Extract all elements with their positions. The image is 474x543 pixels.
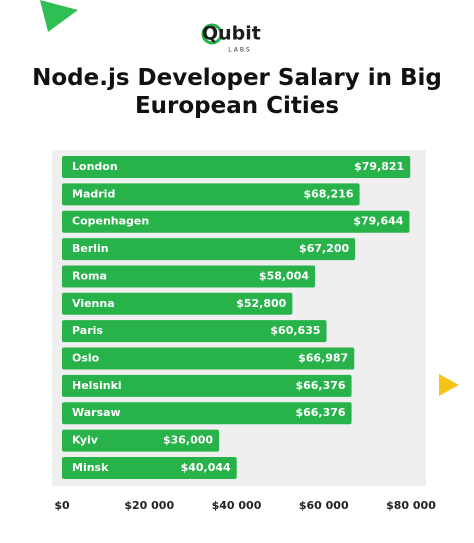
bar [62, 429, 220, 452]
value-label: $58,004 [259, 269, 309, 282]
value-label: $68,216 [303, 187, 353, 200]
x-tick-label: $20 000 [124, 499, 174, 512]
value-label: $36,000 [163, 434, 213, 447]
x-tick-label: $80 000 [386, 499, 436, 512]
category-label: Roma [72, 269, 107, 282]
value-label: $79,821 [354, 160, 404, 173]
category-label: Minsk [72, 461, 109, 474]
category-label: Kyiv [72, 434, 99, 447]
x-tick-label: $60 000 [299, 499, 349, 512]
category-label: Vienna [72, 297, 115, 310]
bar [62, 156, 411, 178]
value-label: $66,376 [295, 406, 345, 419]
category-label: Paris [72, 324, 103, 337]
bar [62, 402, 352, 425]
value-label: $66,376 [295, 379, 345, 392]
category-label: Oslo [72, 352, 100, 365]
bar [62, 320, 327, 343]
category-label: Helsinki [72, 379, 122, 392]
category-label: London [72, 160, 118, 173]
category-label: Madrid [72, 187, 115, 200]
logo-name: Qubit [202, 23, 261, 45]
bar [62, 210, 410, 233]
bar [62, 456, 237, 479]
category-label: Copenhagen [72, 215, 149, 228]
chart-title: Node.js Developer Salary in Big European … [32, 65, 442, 119]
bar [62, 183, 360, 206]
value-label: $52,800 [236, 297, 286, 310]
value-label: $66,987 [298, 352, 348, 365]
decor-triangle [439, 374, 459, 396]
value-label: $40,044 [181, 461, 231, 474]
category-label: Berlin [72, 242, 109, 255]
bar [62, 238, 356, 261]
bar [62, 265, 316, 288]
bar [62, 347, 355, 370]
logo-mark [201, 23, 223, 45]
value-label: $67,200 [299, 242, 349, 255]
x-tick-label: $0 [54, 499, 70, 512]
x-tick-label: $40 000 [212, 499, 262, 512]
value-label: $79,644 [353, 215, 403, 228]
value-label: $60,635 [270, 324, 320, 337]
decor-triangle [40, 0, 78, 32]
bar [62, 292, 293, 315]
category-label: Warsaw [72, 406, 121, 419]
bar [62, 374, 352, 397]
logo-sub: LABS [228, 47, 251, 54]
